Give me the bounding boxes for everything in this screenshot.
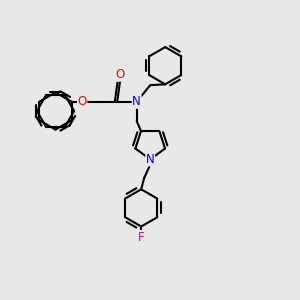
- Text: N: N: [132, 95, 141, 108]
- Text: O: O: [116, 68, 125, 81]
- Text: N: N: [146, 153, 154, 166]
- Text: F: F: [138, 230, 145, 244]
- Text: O: O: [77, 95, 87, 108]
